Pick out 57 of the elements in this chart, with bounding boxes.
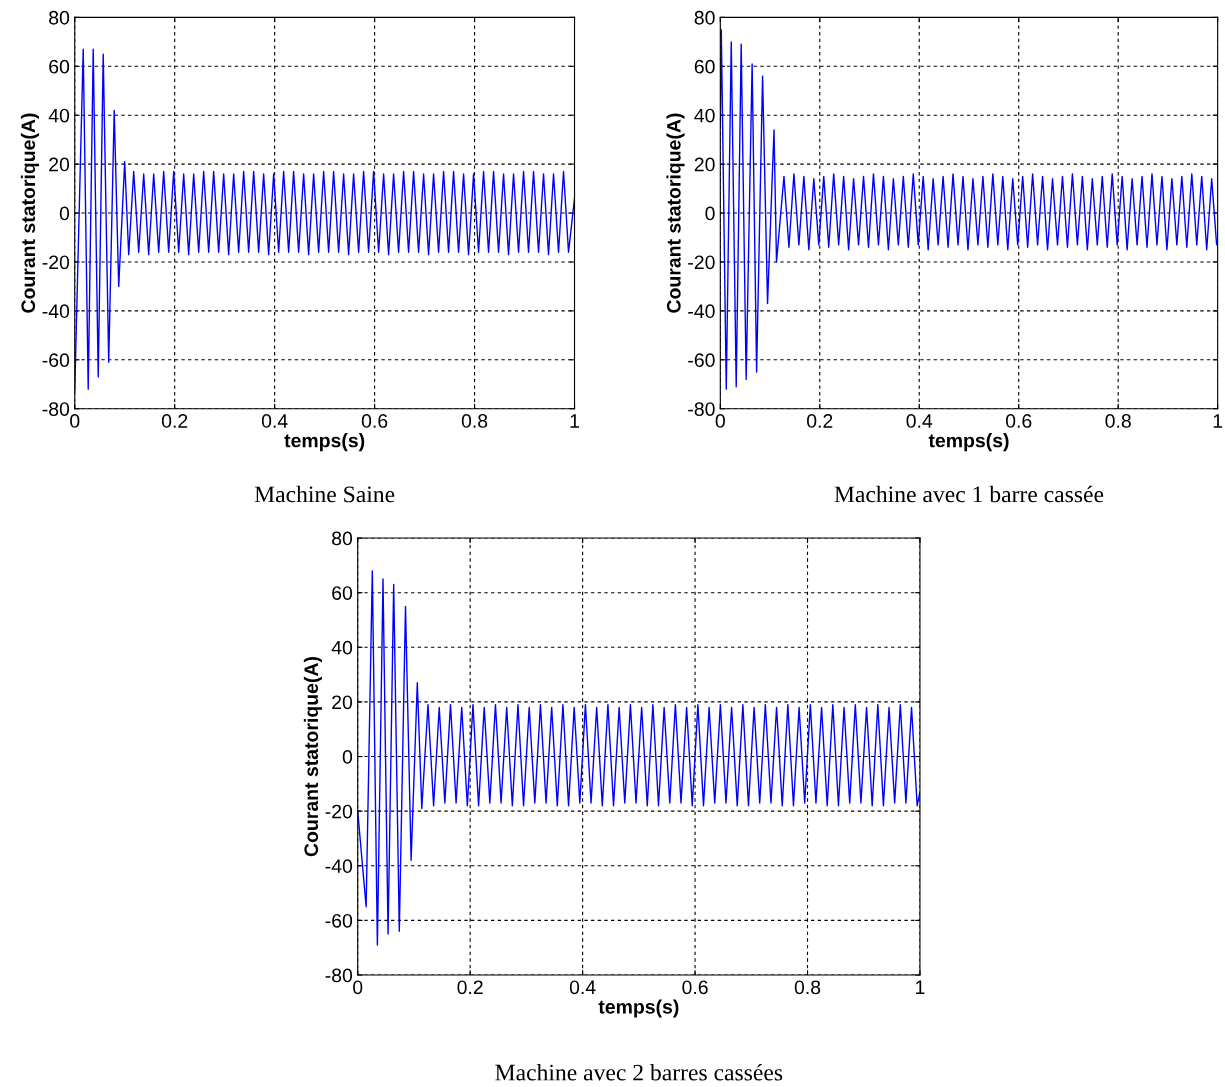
x-axis-title: temps(s) bbox=[598, 999, 679, 1018]
x-tick-label: 0.2 bbox=[807, 414, 833, 428]
y-tick-label: 0 bbox=[705, 206, 715, 221]
y-tick-label: 40 bbox=[48, 108, 70, 123]
x-tick-label: 0.6 bbox=[1005, 414, 1032, 428]
x-tick-label: 0.2 bbox=[457, 980, 483, 995]
y-axis-title: Courant statorique(A) bbox=[666, 113, 685, 313]
y-axis-title: Courant statorique(A) bbox=[20, 113, 39, 313]
y-tick-label: -80 bbox=[688, 402, 715, 416]
y-tick-label: 80 bbox=[49, 10, 70, 25]
line-series bbox=[720, 28, 1218, 390]
y-tick-label: 40 bbox=[694, 108, 715, 123]
y-tick-label: -80 bbox=[42, 402, 70, 416]
y-tick-label: 60 bbox=[332, 586, 353, 600]
x-tick-label: 0.6 bbox=[361, 414, 388, 428]
y-tick-label: 0 bbox=[59, 206, 70, 221]
y-tick-label: 60 bbox=[49, 59, 70, 74]
y-tick-label: -40 bbox=[42, 304, 70, 319]
y-tick-label: 20 bbox=[49, 157, 70, 172]
x-tick-label: 0.4 bbox=[569, 980, 596, 995]
x-tick-label: 0.8 bbox=[1105, 414, 1131, 428]
x-tick-label: 0.2 bbox=[161, 414, 188, 428]
x-tick-label: 0.4 bbox=[261, 414, 288, 428]
x-axis-title: temps(s) bbox=[284, 433, 365, 452]
line-series bbox=[357, 570, 920, 946]
x-axis-title: temps(s) bbox=[928, 433, 1009, 452]
x-tick-label: 0.8 bbox=[461, 414, 488, 428]
x-tick-label: 0 bbox=[353, 980, 363, 995]
x-tick-label: 0.6 bbox=[682, 980, 708, 995]
x-tick-label: 1 bbox=[1213, 414, 1223, 428]
y-tick-label: 60 bbox=[694, 59, 715, 74]
y-tick-label: -40 bbox=[325, 859, 353, 874]
y-axis-title: Courant statorique(A) bbox=[303, 657, 322, 857]
y-tick-label: -60 bbox=[325, 913, 353, 928]
line-series bbox=[74, 48, 575, 393]
x-tick-label: 1 bbox=[916, 980, 925, 994]
y-tick-label: 20 bbox=[694, 157, 715, 172]
y-tick-label: 20 bbox=[332, 695, 353, 710]
y-tick-label: 0 bbox=[342, 750, 353, 764]
y-tick-label: 80 bbox=[332, 531, 353, 546]
text: Machine avec 2 barres cassées bbox=[495, 1063, 783, 1081]
x-tick-label: 1 bbox=[570, 414, 579, 428]
y-tick-label: -60 bbox=[688, 353, 715, 368]
x-tick-label: 0.8 bbox=[794, 980, 821, 995]
y-tick-label: -20 bbox=[42, 255, 70, 270]
y-tick-label: -20 bbox=[688, 255, 715, 270]
y-tick-label: -60 bbox=[42, 353, 70, 368]
x-tick-label: 0 bbox=[715, 414, 725, 428]
text: Machine Saine bbox=[254, 485, 395, 503]
y-tick-label: -40 bbox=[688, 304, 715, 319]
x-tick-label: 0 bbox=[70, 414, 80, 428]
y-tick-label: 80 bbox=[694, 10, 715, 25]
y-tick-label: -80 bbox=[325, 968, 353, 983]
y-tick-label: -20 bbox=[325, 804, 353, 819]
text: Machine avec 1 barre cassée bbox=[834, 485, 1104, 503]
y-tick-label: 40 bbox=[331, 640, 353, 655]
x-tick-label: 0.4 bbox=[906, 414, 933, 428]
